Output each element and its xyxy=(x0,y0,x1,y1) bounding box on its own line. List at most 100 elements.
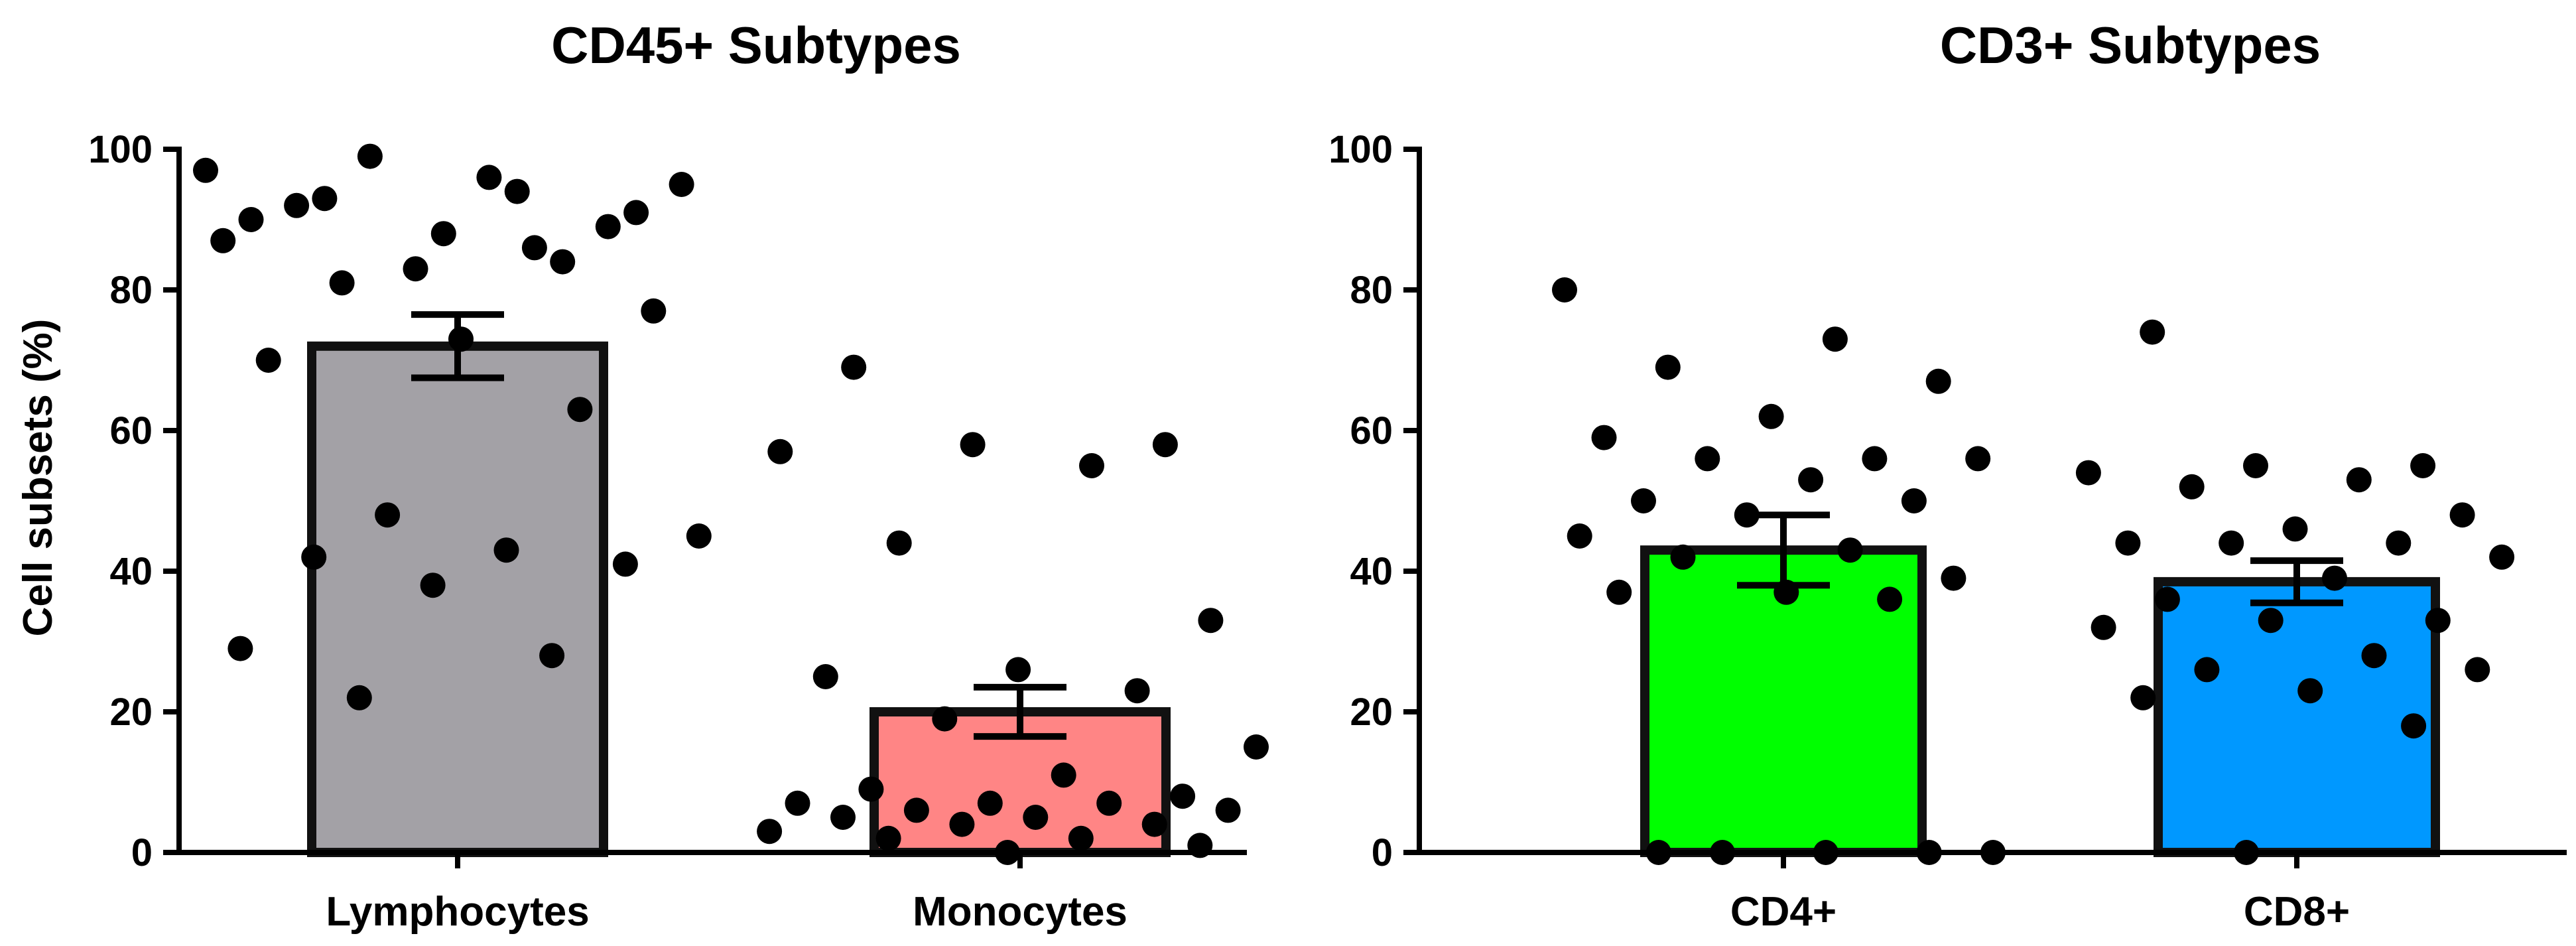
chart-title: CD45+ Subtypes xyxy=(551,16,961,74)
y-tick-label: 0 xyxy=(131,831,153,874)
data-point xyxy=(2258,608,2284,634)
y-tick-label: 60 xyxy=(1350,409,1393,452)
data-point xyxy=(1552,277,1577,303)
y-axis-label: Cell subsets (%) xyxy=(15,319,61,637)
bar-cd8 xyxy=(2154,576,2440,858)
data-point xyxy=(841,354,867,380)
data-point xyxy=(1215,797,1241,823)
data-point xyxy=(1591,425,1617,450)
data-point xyxy=(521,235,547,261)
data-point xyxy=(2075,460,2101,486)
data-point xyxy=(550,249,576,275)
y-axis: 0 20 40 60 80 100 xyxy=(1328,128,1419,874)
data-point xyxy=(1758,403,1784,429)
axes xyxy=(176,147,1247,855)
chart-cd45-subtypes: CD45+ Subtypes Cell subsets (%) 0 20 40 60 8… xyxy=(15,16,1269,935)
x-tick-label: CD4+ xyxy=(1730,889,1836,935)
data-point xyxy=(1068,825,1094,851)
data-point xyxy=(476,165,502,190)
x-tick-label: Monocytes xyxy=(913,889,1127,935)
data-point xyxy=(312,186,338,212)
data-point xyxy=(227,636,253,661)
data-point xyxy=(346,685,372,710)
data-point xyxy=(1198,608,1224,634)
data-point xyxy=(2194,657,2220,683)
y-tick-label: 80 xyxy=(1350,269,1393,312)
data-point xyxy=(757,819,783,845)
data-point xyxy=(686,523,712,549)
error-bars xyxy=(411,311,1066,740)
data-point xyxy=(1901,488,1927,513)
y-tick-label: 0 xyxy=(1372,831,1393,874)
data-point xyxy=(977,790,1003,816)
data-point xyxy=(2115,530,2141,556)
data-point xyxy=(1941,565,1966,591)
bars xyxy=(1640,545,2440,858)
data-point xyxy=(2386,530,2412,556)
data-point xyxy=(1862,446,1888,472)
data-point xyxy=(1822,326,1848,352)
x-axis: Lymphocytes Monocytes xyxy=(326,852,1127,935)
data-point xyxy=(2091,614,2116,640)
data-point xyxy=(504,178,530,204)
y-tick-label: 100 xyxy=(88,128,153,171)
data-point xyxy=(1096,790,1122,816)
data-point xyxy=(623,200,649,226)
data-point xyxy=(932,706,958,732)
data-point xyxy=(1631,488,1656,513)
data-point xyxy=(1925,368,1951,394)
data-point xyxy=(1965,446,1991,472)
data-point xyxy=(193,157,218,183)
y-tick-label: 40 xyxy=(1350,550,1393,593)
data-point xyxy=(1079,453,1104,478)
x-axis: CD4+ CD8+ xyxy=(1730,852,2350,935)
data-point xyxy=(767,439,793,464)
data-point xyxy=(1567,523,1592,549)
data-point xyxy=(641,298,667,324)
data-point xyxy=(2282,516,2308,542)
y-tick-label: 100 xyxy=(1328,128,1393,171)
data-point xyxy=(238,207,264,232)
data-point xyxy=(1005,657,1031,683)
data-point xyxy=(2449,502,2475,528)
y-tick-label: 60 xyxy=(109,409,153,452)
data-point xyxy=(2410,453,2436,478)
data-point xyxy=(830,805,856,830)
data-point xyxy=(403,256,428,282)
data-point xyxy=(2130,685,2156,710)
data-point xyxy=(2140,319,2165,345)
data-point xyxy=(595,214,621,239)
data-point xyxy=(301,544,327,570)
y-tick-label: 20 xyxy=(1350,691,1393,734)
data-point xyxy=(1798,467,1824,493)
data-point xyxy=(2465,657,2490,683)
data-point xyxy=(785,790,810,816)
data-point xyxy=(1837,537,1863,563)
data-point xyxy=(493,537,519,563)
data-point xyxy=(210,228,236,253)
data-point xyxy=(1152,432,1178,458)
data-point xyxy=(430,221,456,247)
data-point xyxy=(1051,762,1076,788)
axes xyxy=(1417,147,2567,855)
y-tick-label: 40 xyxy=(109,550,153,593)
data-point xyxy=(2361,643,2387,669)
data-point xyxy=(1170,783,1196,809)
data-point xyxy=(2219,530,2244,556)
data-point xyxy=(357,143,383,169)
bar-lymphocytes xyxy=(307,341,608,857)
data-point xyxy=(2346,467,2372,493)
data-point xyxy=(858,776,884,802)
data-point xyxy=(284,192,310,218)
data-point xyxy=(1670,544,1696,570)
y-tick-label: 20 xyxy=(109,691,153,734)
data-point xyxy=(812,664,838,689)
data-point xyxy=(2401,713,2427,739)
data-point xyxy=(1606,579,1632,605)
data-point xyxy=(960,432,986,458)
x-tick-label: CD8+ xyxy=(2244,889,2350,935)
data-point xyxy=(875,825,901,851)
data-point xyxy=(1124,678,1150,704)
data-point xyxy=(2154,586,2180,612)
